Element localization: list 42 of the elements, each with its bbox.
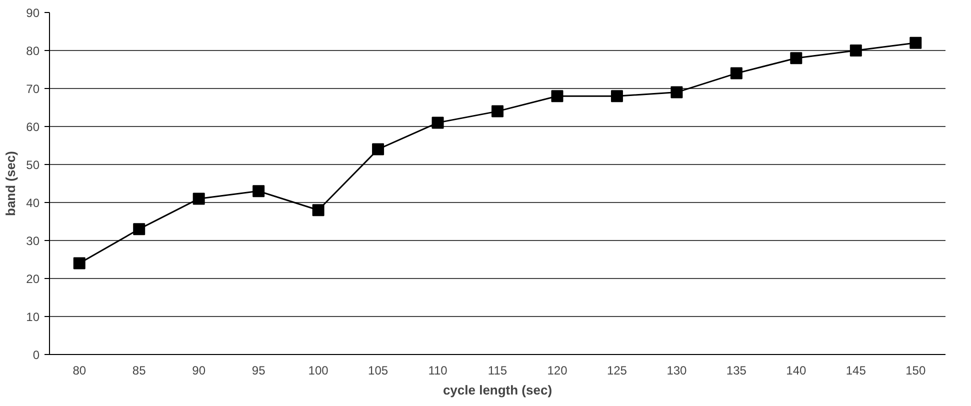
x-tick-label: 125	[606, 364, 628, 378]
point	[192, 192, 205, 205]
point	[133, 223, 146, 236]
point	[492, 105, 504, 118]
x-tick-label: 145	[846, 364, 866, 378]
point	[730, 67, 742, 80]
y-tick-label: 60	[26, 120, 40, 134]
point	[850, 44, 862, 56]
point	[670, 86, 683, 98]
point	[551, 90, 564, 102]
y-tick-label: 90	[26, 6, 40, 20]
y-tick-label: 20	[26, 272, 40, 286]
point	[432, 116, 444, 129]
point	[372, 143, 384, 156]
point	[312, 204, 324, 216]
point	[252, 185, 265, 198]
x-axis-title: cycle length (sec)	[442, 382, 552, 398]
point	[610, 90, 623, 102]
x-tick-label: 120	[547, 364, 568, 378]
point	[790, 52, 802, 64]
x-tick-label: 110	[428, 364, 448, 378]
x-tick-label: 90	[192, 364, 206, 378]
y-tick-label: 30	[26, 234, 40, 248]
point	[73, 257, 86, 270]
x-tick-label: 115	[488, 364, 508, 378]
x-tick-label: 80	[72, 364, 86, 378]
x-tick-label: 85	[132, 364, 146, 378]
point	[910, 36, 922, 49]
x-tick-label: 95	[252, 364, 266, 378]
y-tick-label: 80	[26, 44, 40, 58]
y-tick-label: 70	[26, 82, 40, 96]
x-tick-label: 135	[726, 364, 747, 378]
y-tick-label: 50	[26, 158, 40, 172]
x-tick-label: 130	[666, 364, 688, 378]
y-axis-title: band (sec)	[3, 150, 18, 216]
y-tick-label: 0	[32, 348, 40, 362]
x-tick-label: 100	[308, 364, 329, 378]
y-tick-label: 10	[26, 310, 40, 324]
x-tick-label: 105	[368, 364, 388, 378]
x-tick-label: 150	[906, 364, 926, 378]
y-tick-label: 40	[26, 196, 40, 210]
x-tick-label: 140	[786, 364, 807, 378]
